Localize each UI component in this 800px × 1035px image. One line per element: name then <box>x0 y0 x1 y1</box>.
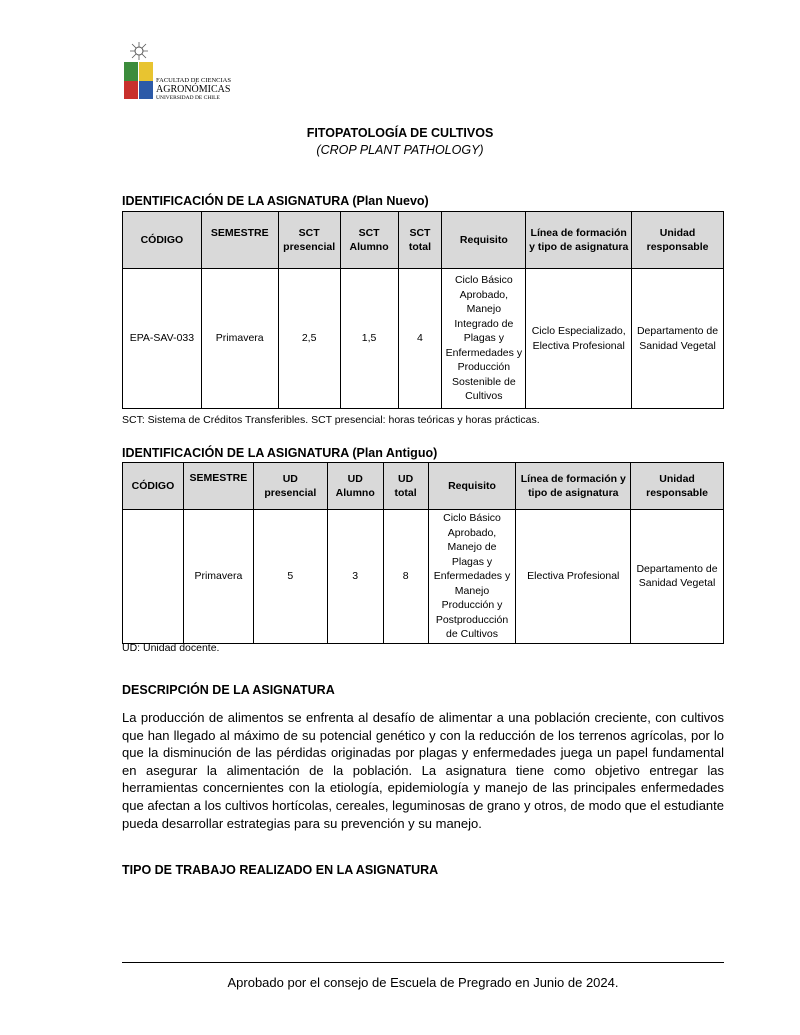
footer-text: Aprobado por el consejo de Escuela de Pr… <box>227 975 619 990</box>
document-title: FITOPATOLOGÍA DE CULTIVOS <box>306 126 494 140</box>
document-subtitle: (CROP PLANT PATHOLOGY) <box>316 143 484 157</box>
plan-nuevo-heading: IDENTIFICACIÓN DE LA ASIGNATURA (Plan Nu… <box>122 194 429 208</box>
ud-note: UD: Unidad docente. <box>122 642 220 654</box>
footer-divider <box>122 962 724 963</box>
table-header-row: CÓDIGO SEMESTRE UD presencial UD Alumno … <box>122 462 724 510</box>
table-row: Primavera 5 3 8 Ciclo Básico Aprobado, M… <box>122 509 724 644</box>
descripcion-heading: DESCRIPCIÓN DE LA ASIGNATURA <box>122 683 335 697</box>
plan-antiguo-table: CÓDIGO SEMESTRE UD presencial UD Alumno … <box>122 462 724 644</box>
table-row: EPA-SAV-033 Primavera 2,5 1,5 4 Ciclo Bá… <box>122 268 724 409</box>
plan-antiguo-heading: IDENTIFICACIÓN DE LA ASIGNATURA (Plan An… <box>122 446 438 460</box>
descripcion-text: La producción de alimentos se enfrenta a… <box>122 710 724 831</box>
plan-nuevo-table: CÓDIGO SEMESTRE SCT presencial SCT Alumn… <box>122 211 724 409</box>
faculty-logo: FACULTAD DE CIENCIAS AGRONÓMICAS UNIVERS… <box>122 40 242 102</box>
tipo-trabajo-heading: TIPO DE TRABAJO REALIZADO EN LA ASIGNATU… <box>122 863 439 877</box>
university-crest-icon <box>124 42 153 99</box>
sct-note: SCT: Sistema de Créditos Transferibles. … <box>122 414 540 426</box>
table-header-row: CÓDIGO SEMESTRE SCT presencial SCT Alumn… <box>122 211 724 269</box>
